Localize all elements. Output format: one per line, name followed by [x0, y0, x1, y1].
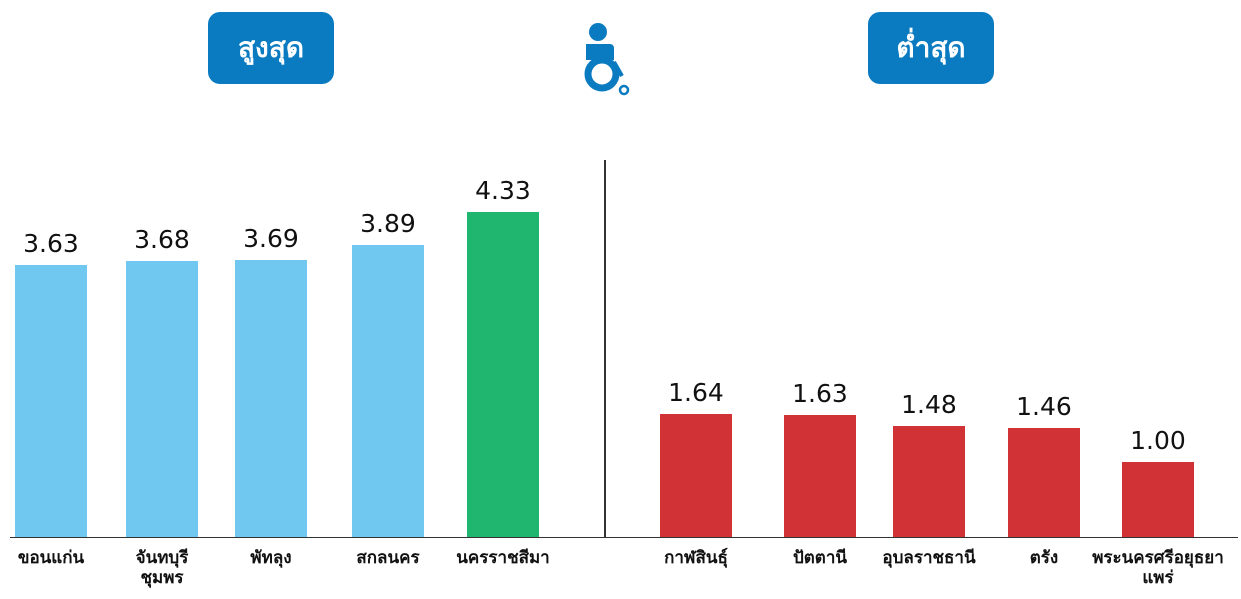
baseline [10, 537, 1238, 538]
bar [660, 414, 732, 537]
bar [784, 414, 856, 537]
chart-title: สูงสุด [208, 12, 334, 84]
bar [1008, 427, 1080, 537]
bar [467, 212, 539, 537]
bar [1122, 462, 1194, 537]
x-tick-label: อุบลราชธานี [882, 548, 976, 568]
x-tick-label: สกลนคร [356, 548, 420, 568]
x-tick-label: พระนครศรีอยุธยา แพร่ [1092, 548, 1224, 588]
value-label: 1.63 [792, 378, 848, 408]
bar [15, 264, 87, 537]
wheelchair-icon [584, 23, 630, 96]
x-tick-label: ปัตตานี [792, 548, 848, 568]
x-tick-label: กาฬสินธุ์ [664, 548, 728, 568]
bar [893, 426, 965, 537]
value-label: 3.89 [360, 209, 416, 239]
chart-title: ต่ำสุด [868, 12, 994, 84]
x-tick-label: ตรัง [1029, 548, 1059, 568]
x-tick-label: ขอนแก่น [17, 548, 85, 568]
value-label: 1.46 [1016, 391, 1072, 421]
divider [604, 160, 606, 537]
bar [235, 260, 307, 537]
bar [126, 261, 198, 537]
value-label: 3.63 [23, 228, 79, 258]
value-label: 1.48 [901, 390, 957, 419]
bar [352, 245, 424, 537]
value-label: 3.68 [134, 225, 190, 254]
value-label: 1.00 [1130, 426, 1186, 455]
value-label: 1.64 [668, 378, 724, 407]
x-tick-label: นครราชสีมา [456, 548, 550, 568]
value-label: 3.69 [243, 224, 299, 254]
x-tick-label: พัทลุง [250, 548, 292, 568]
value-label: 4.33 [475, 176, 531, 206]
x-tick-label: จันทบุรี ชุมพร [135, 548, 189, 588]
